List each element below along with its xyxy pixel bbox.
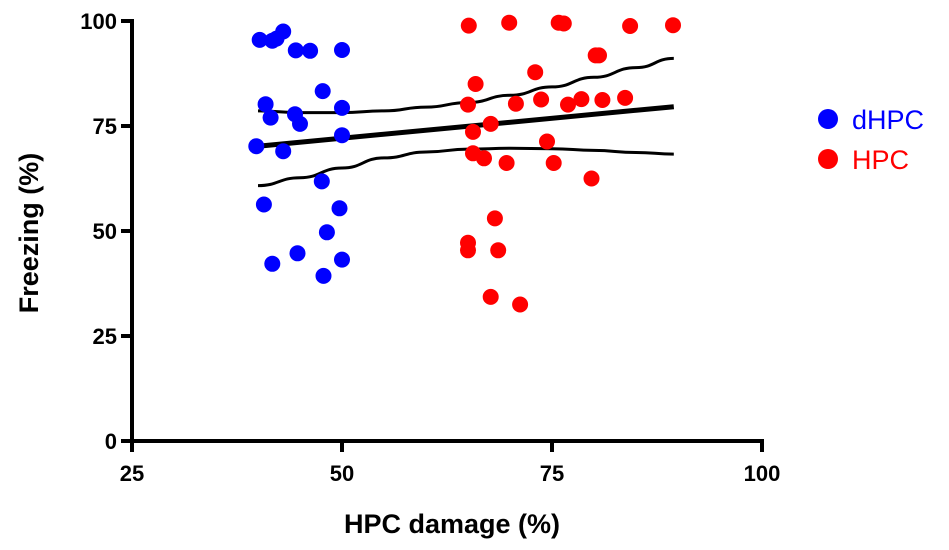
y-tick-label: 100 bbox=[80, 9, 117, 34]
x-axis-title: HPC damage (%) bbox=[344, 509, 560, 539]
data-point bbox=[251, 31, 268, 48]
data-point bbox=[334, 42, 350, 58]
data-point bbox=[255, 196, 272, 213]
data-point bbox=[313, 173, 330, 190]
data-point bbox=[573, 91, 590, 108]
data-point bbox=[275, 143, 292, 160]
data-point bbox=[498, 155, 515, 171]
series-hpc bbox=[460, 14, 681, 313]
legend: dHPC HPC bbox=[818, 105, 924, 175]
data-point bbox=[467, 76, 484, 92]
y-tick-label: 75 bbox=[93, 114, 117, 139]
legend-label-dhpc: dHPC bbox=[852, 105, 924, 135]
data-point bbox=[334, 99, 350, 116]
x-tick-label: 75 bbox=[540, 461, 564, 486]
data-point bbox=[314, 83, 331, 100]
data-point bbox=[257, 96, 274, 113]
data-point bbox=[292, 115, 308, 132]
data-point bbox=[583, 170, 600, 187]
data-point bbox=[507, 95, 524, 112]
data-point bbox=[334, 127, 350, 144]
data-point bbox=[264, 255, 281, 272]
x-tick-label: 100 bbox=[744, 461, 781, 486]
data-point bbox=[555, 15, 572, 32]
regression-layer bbox=[257, 56, 675, 188]
x-tick-label: 25 bbox=[120, 461, 144, 486]
data-point bbox=[289, 245, 306, 262]
series-dhpc bbox=[248, 23, 350, 284]
legend-marker-dhpc bbox=[818, 109, 838, 129]
data-point bbox=[318, 224, 335, 241]
data-point bbox=[486, 210, 503, 227]
data-point bbox=[490, 242, 507, 259]
regression-line bbox=[257, 104, 675, 149]
data-point bbox=[460, 96, 476, 113]
data-point bbox=[302, 42, 319, 59]
data-point bbox=[465, 123, 481, 140]
data-point bbox=[334, 251, 350, 268]
data-point bbox=[275, 23, 292, 40]
data-point bbox=[287, 42, 304, 59]
data-point bbox=[527, 64, 544, 81]
data-point bbox=[539, 133, 555, 150]
data-point bbox=[315, 267, 332, 284]
legend-label-hpc: HPC bbox=[852, 145, 909, 175]
points-layer bbox=[248, 14, 681, 313]
data-point bbox=[622, 18, 639, 34]
data-point bbox=[460, 17, 477, 34]
y-tick-label: 0 bbox=[105, 429, 117, 454]
data-point bbox=[594, 92, 611, 108]
data-point bbox=[476, 150, 492, 167]
x-tick-label: 50 bbox=[330, 461, 354, 486]
data-point bbox=[545, 155, 562, 171]
data-point bbox=[262, 109, 279, 126]
data-point bbox=[533, 91, 550, 108]
data-point bbox=[617, 89, 634, 106]
data-point bbox=[512, 296, 529, 313]
data-point bbox=[482, 288, 499, 305]
data-point bbox=[482, 115, 499, 132]
axes-layer bbox=[130, 19, 764, 443]
data-point bbox=[331, 200, 348, 217]
data-point bbox=[501, 14, 518, 31]
y-axis-title: Freezing (%) bbox=[14, 153, 44, 314]
data-point bbox=[591, 47, 607, 64]
data-point bbox=[560, 96, 576, 113]
y-tick-label: 50 bbox=[93, 219, 117, 244]
data-point bbox=[665, 17, 681, 34]
data-point bbox=[248, 138, 265, 155]
data-point bbox=[460, 242, 476, 259]
y-tick-label: 25 bbox=[93, 324, 117, 349]
legend-marker-hpc bbox=[818, 149, 838, 169]
